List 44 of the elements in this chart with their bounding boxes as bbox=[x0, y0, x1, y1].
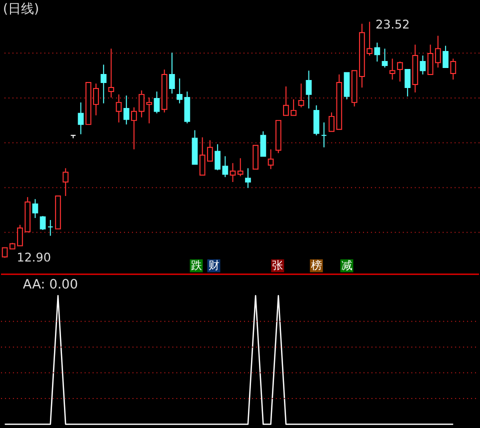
chart-title: (日线) bbox=[2, 2, 40, 17]
candlestick bbox=[344, 72, 350, 100]
candlestick bbox=[313, 104, 320, 136]
candlestick bbox=[32, 198, 38, 218]
candlestick bbox=[382, 48, 388, 68]
candlestick bbox=[146, 97, 152, 124]
annotation: 榜 bbox=[310, 258, 322, 272]
candlestick bbox=[40, 215, 46, 230]
candlestick bbox=[245, 168, 251, 188]
candlestick bbox=[442, 45, 448, 68]
candlestick bbox=[176, 78, 183, 104]
candlestick bbox=[222, 156, 228, 178]
candlestick bbox=[108, 48, 114, 98]
candlestick bbox=[374, 42, 380, 62]
chart-title: AA: 0.00 bbox=[22, 278, 78, 293]
candlestick bbox=[252, 144, 259, 170]
candlestick bbox=[389, 58, 396, 80]
candlestick bbox=[298, 83, 304, 108]
candlestick bbox=[123, 95, 130, 125]
candlestick bbox=[214, 144, 221, 171]
candlestick bbox=[184, 91, 190, 124]
candlestick bbox=[154, 91, 160, 114]
candlestick bbox=[260, 130, 266, 157]
annotation: 12.90 bbox=[16, 250, 51, 265]
candlestick bbox=[116, 94, 122, 123]
candlestick bbox=[420, 55, 426, 75]
candlestick bbox=[78, 102, 84, 135]
candlestick bbox=[47, 219, 54, 236]
candlestick bbox=[100, 64, 107, 104]
candlestick bbox=[268, 148, 274, 170]
annotation: 23.52 bbox=[376, 18, 410, 32]
candlestick bbox=[306, 70, 312, 109]
candlestick bbox=[404, 69, 410, 97]
candlestick bbox=[230, 162, 236, 182]
candlestick bbox=[321, 122, 327, 148]
candlestick bbox=[169, 52, 175, 94]
annotation: 张 bbox=[272, 258, 284, 272]
annotation: 跌 bbox=[190, 258, 202, 272]
candlestick bbox=[450, 58, 456, 80]
annotation: 减 bbox=[341, 258, 352, 272]
annotation: 财 bbox=[208, 258, 220, 272]
candlestick bbox=[397, 61, 403, 82]
candlestick bbox=[237, 158, 244, 177]
candlestick bbox=[62, 168, 69, 196]
